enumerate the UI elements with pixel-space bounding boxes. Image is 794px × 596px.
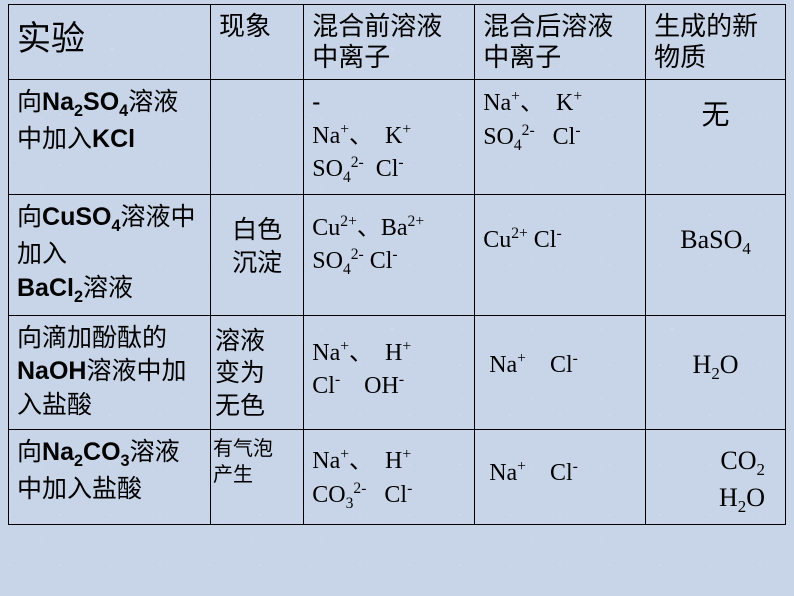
phenomenon-cell: 白色沉淀 xyxy=(211,195,304,316)
ions-before-cell: Na+、 H+ Cl- OH- xyxy=(304,315,475,430)
experiment-cell: 向Na2CO3溶液中加入盐酸 xyxy=(9,430,211,525)
ions-after-cell: Cu2+ Cl- xyxy=(475,195,646,316)
ions-before-cell: Cu2+、Ba2+ SO42- Cl- xyxy=(304,195,475,316)
product-cell: BaSO4 xyxy=(646,195,786,316)
table-row: 向Na2CO3溶液中加入盐酸 有气泡产生 Na+、 H+ CO32- Cl- N… xyxy=(9,430,786,525)
table-header-row: 实验 现象 混合前溶液中离子 混合后溶液中离子 生成的新物质 xyxy=(9,5,786,80)
header-ions-before: 混合前溶液中离子 xyxy=(304,5,475,80)
product-cell: CO2 H2O xyxy=(646,430,786,525)
ions-after-cell: Na+、 K+ SO42- Cl- xyxy=(475,80,646,195)
ions-after-cell: Na+ Cl- xyxy=(475,315,646,430)
ions-after-cell: Na+ Cl- xyxy=(475,430,646,525)
ions-before-cell: - Na+、 K+ SO42- Cl- xyxy=(304,80,475,195)
header-phenomenon: 现象 xyxy=(211,5,304,80)
experiment-cell: 向CuSO4溶液中加入BaCl2溶液 xyxy=(9,195,211,316)
header-product: 生成的新物质 xyxy=(646,5,786,80)
table-row: 向Na2SO4溶液中加入KCl - Na+、 K+ SO42- Cl- Na+、… xyxy=(9,80,786,195)
product-cell: H2O xyxy=(646,315,786,430)
phenomenon-cell: 溶液变为无色 xyxy=(211,315,304,430)
experiment-cell: 向Na2SO4溶液中加入KCl xyxy=(9,80,211,195)
table-row: 向CuSO4溶液中加入BaCl2溶液 白色沉淀 Cu2+、Ba2+ SO42- … xyxy=(9,195,786,316)
ions-before-cell: Na+、 H+ CO32- Cl- xyxy=(304,430,475,525)
header-experiment: 实验 xyxy=(9,5,211,80)
phenomenon-cell xyxy=(211,80,304,195)
chemistry-experiment-table: 实验 现象 混合前溶液中离子 混合后溶液中离子 生成的新物质 向Na2SO4溶液… xyxy=(8,4,786,525)
header-ions-after: 混合后溶液中离子 xyxy=(475,5,646,80)
table-row: 向滴加酚酞的NaOH溶液中加入盐酸 溶液变为无色 Na+、 H+ Cl- OH-… xyxy=(9,315,786,430)
phenomenon-cell: 有气泡产生 xyxy=(211,430,304,525)
product-cell: 无 xyxy=(646,80,786,195)
experiment-cell: 向滴加酚酞的NaOH溶液中加入盐酸 xyxy=(9,315,211,430)
